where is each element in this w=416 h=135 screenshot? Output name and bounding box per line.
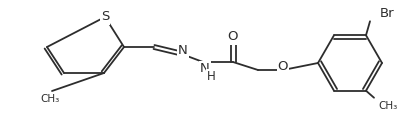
Text: O: O (228, 31, 238, 43)
Text: N: N (178, 43, 188, 57)
Text: N: N (200, 63, 210, 75)
Text: O: O (278, 60, 288, 72)
Text: S: S (101, 11, 109, 23)
Text: Br: Br (380, 7, 395, 20)
Text: CH₃: CH₃ (40, 94, 59, 104)
Text: H: H (207, 70, 215, 82)
Text: CH₃: CH₃ (379, 101, 398, 111)
